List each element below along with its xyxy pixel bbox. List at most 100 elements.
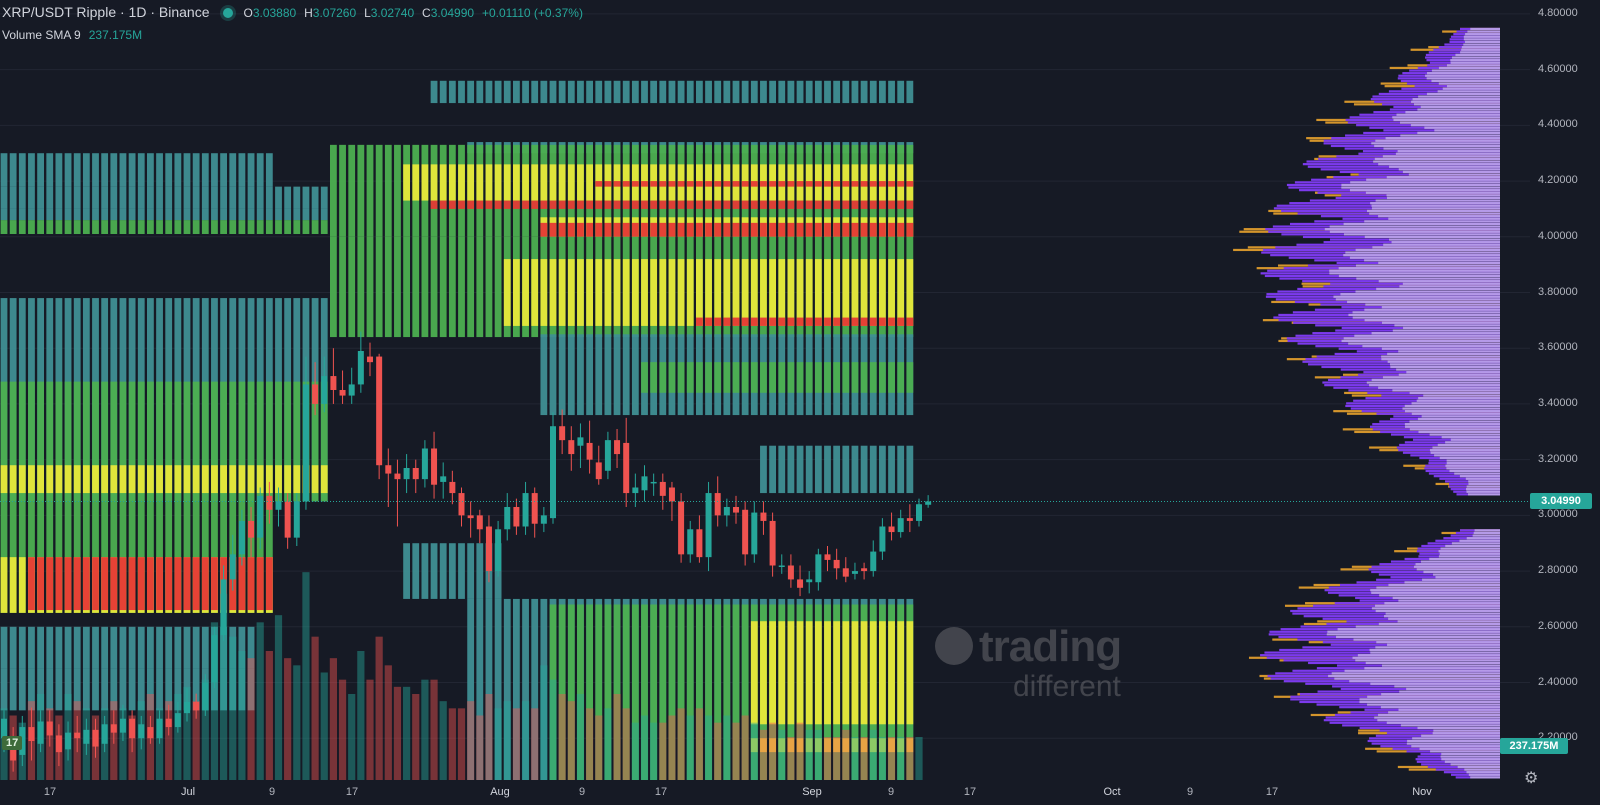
heatmap-cell [247,381,255,502]
heatmap-cell [357,144,365,237]
candle-body [842,568,849,577]
price-axis[interactable]: 4.80000 4.60000 4.40000 4.20000 4.00000 3.800… [1500,0,1600,805]
heatmap-cell [256,220,264,234]
heatmap-cell [256,557,264,611]
heatmap-cell [888,181,895,187]
heatmap-cell [741,259,749,326]
heatmap-cell [165,186,173,209]
heatmap-cell [714,222,722,237]
symbol-title[interactable]: XRP/USDT Ripple · 1D · Binance [2,4,210,20]
volume-label[interactable]: Volume SMA 9 [2,28,81,42]
heatmap-cell [201,465,209,494]
heatmap-cell [897,181,905,187]
price-tick: 3.20000 [1538,452,1578,465]
heatmap-cell [229,626,237,669]
heatmap-cell [860,181,868,187]
heatmap-cell [787,181,795,187]
candle-body [37,721,44,744]
candle-body [174,713,181,728]
volume-profile-bar [1423,570,1500,574]
heatmap-cell [760,445,767,494]
time-axis[interactable]: 17 Jul 9 17 Aug 9 17 Sep 9 17 Oct 9 17 Nov [0,780,1530,805]
heatmap-cell [879,621,886,725]
heatmap-cell [860,621,868,725]
price-tick: 4.60000 [1538,62,1578,75]
heatmap-cell [476,598,484,780]
volume-profile-bar [1404,423,1500,426]
heatmap-cell [238,626,246,669]
heatmap-cell [750,200,758,209]
volume-profile-bar [1449,469,1500,473]
volume-profile-bar [1402,170,1500,174]
heatmap-cell [476,80,484,104]
volume-profile-bar [1387,360,1500,363]
heatmap-cell [833,738,841,753]
volume-bar [512,708,520,780]
heatmap-cell [92,501,99,613]
volume-profile-bar [1375,646,1500,649]
price-tick: 2.40000 [1538,675,1578,688]
heatmap-cell [64,186,72,209]
volume-profile-bar [1370,589,1500,592]
volume-profile-bar [1379,594,1500,597]
heatmap-cell [165,626,173,669]
candle-body [46,721,53,736]
heatmap-cell [677,80,685,104]
heatmap-cell [147,381,154,502]
heatmap-cell [384,236,392,338]
heatmap-cell [18,381,26,502]
volume-profile-bar [1388,711,1500,714]
chart-area[interactable] [0,0,1530,780]
heatmap-cell [814,445,822,494]
heatmap-cell [485,164,493,201]
candle-body [879,526,886,552]
volume-profile-bar [1352,311,1500,314]
volume-profile-bar [1432,446,1500,449]
heatmap-cell [668,200,676,209]
heatmap-cell [696,80,703,104]
candle-body [751,512,758,555]
volume-bar [393,686,402,780]
heatmap-cell [686,222,694,237]
candlestick-chart[interactable] [0,0,1530,780]
heatmap-cell [37,501,44,613]
candle-body [641,476,648,491]
volume-bar [778,729,786,780]
heatmap-cell [906,621,914,725]
volume-bar [165,701,173,780]
heatmap-cell [37,220,44,234]
candle-body [659,481,666,496]
heatmap-cell [284,465,292,494]
volume-profile-bar [1375,139,1500,142]
volume-bar [659,722,667,780]
market-status-dot [223,8,234,19]
volume-profile-bar [1450,59,1500,62]
heatmap-cell [842,259,850,326]
volume-profile-bar [1364,235,1500,239]
heatmap-cell [869,445,877,494]
gear-icon[interactable]: ⚙ [1524,770,1539,787]
heatmap-cell [211,186,218,209]
volume-profile-bar [1417,726,1500,730]
heatmap-cell [229,186,237,209]
candle-body [385,465,392,474]
volume-profile-bar [1454,472,1500,475]
volume-bar [823,737,832,780]
candle-body [193,702,200,711]
candle-body [184,702,190,714]
volume-profile-bar [1446,462,1500,465]
candle-body [851,571,858,574]
heatmap-cell [439,164,447,201]
heatmap-cell [723,259,731,326]
heatmap-cell [430,200,438,209]
volume-profile-bar [1326,633,1500,636]
heatmap-cell [677,181,685,187]
candle-body [760,512,767,521]
heatmap-cell [366,144,374,237]
volume-bar [476,715,484,780]
heatmap-cell [650,222,658,237]
open-label: O [243,6,253,20]
heatmap-cell [458,200,465,209]
candle-body [55,735,62,753]
event-badge[interactable]: 17 [2,736,23,750]
